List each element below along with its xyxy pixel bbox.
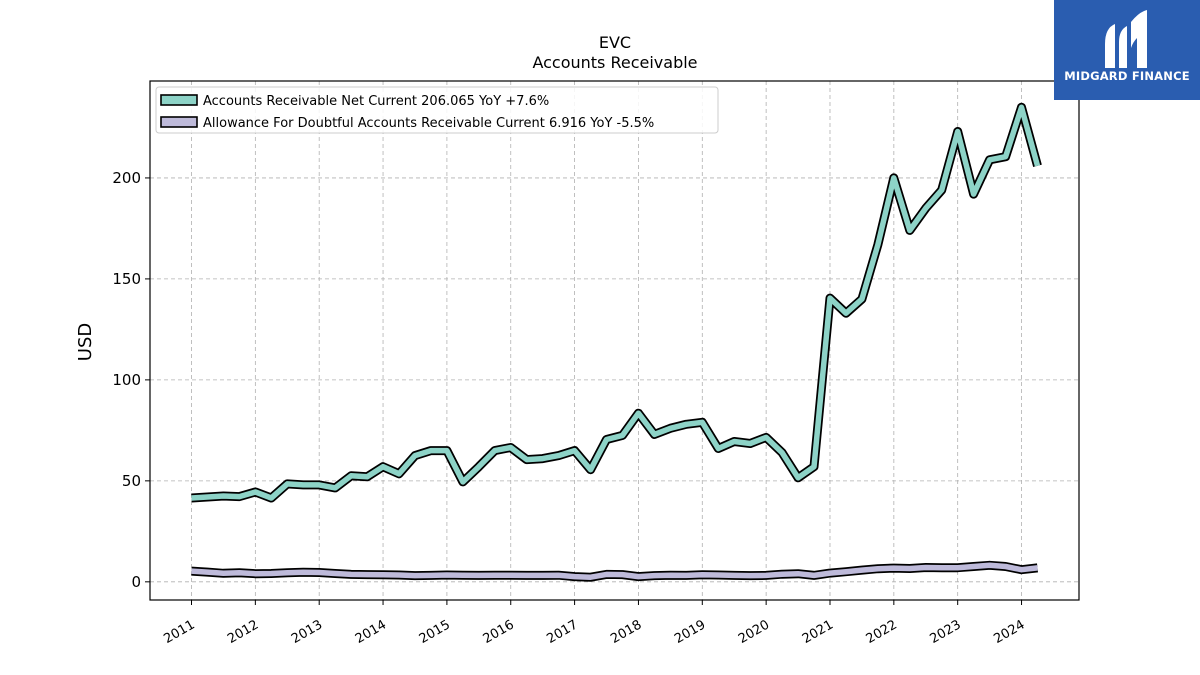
legend-box xyxy=(155,86,719,134)
midgard-finance-logo: MIDGARD FINANCE xyxy=(1054,0,1200,100)
x-tick-label: 2018 xyxy=(608,617,644,647)
x-tick-label: 2014 xyxy=(353,617,389,647)
x-tick-label: 2013 xyxy=(289,617,325,647)
chart-title: EVC xyxy=(599,33,631,52)
y-axis-label: USD xyxy=(75,323,96,361)
legend: Accounts Receivable Net Current 206.065 … xyxy=(155,86,719,134)
x-tick-label: 2017 xyxy=(544,617,580,647)
x-tick-label: 2021 xyxy=(800,617,836,647)
series-line xyxy=(191,562,1038,580)
x-tick-label: 2023 xyxy=(928,617,964,647)
legend-swatch xyxy=(160,94,198,106)
plot-frame xyxy=(149,80,1080,601)
x-tick-label: 2019 xyxy=(672,617,708,647)
chart-subtitle: Accounts Receivable xyxy=(532,53,697,72)
series-layer xyxy=(191,102,1042,582)
x-tick-label: 2020 xyxy=(736,617,772,647)
x-tick-label: 2016 xyxy=(481,617,517,647)
x-tick-label: 2022 xyxy=(864,617,900,647)
y-tick-label: 150 xyxy=(112,270,141,288)
logo-text: MIDGARD FINANCE xyxy=(1064,69,1190,83)
y-tick-label: 50 xyxy=(122,472,141,490)
x-tick-label: 2024 xyxy=(991,617,1027,647)
legend-label: Accounts Receivable Net Current 206.065 … xyxy=(203,94,549,109)
legend-swatch xyxy=(160,116,198,128)
y-tick-label: 0 xyxy=(131,573,141,591)
legend-label: Allowance For Doubtful Accounts Receivab… xyxy=(203,116,654,131)
logo-mark-icon xyxy=(1105,10,1147,68)
y-tick-label: 200 xyxy=(112,169,141,187)
grid xyxy=(150,81,1079,600)
series-line xyxy=(191,104,1041,501)
x-tick-label: 2012 xyxy=(225,617,261,647)
x-tick-label: 2011 xyxy=(161,617,197,647)
x-tick-label: 2015 xyxy=(417,617,453,647)
y-tick-label: 100 xyxy=(112,371,141,389)
